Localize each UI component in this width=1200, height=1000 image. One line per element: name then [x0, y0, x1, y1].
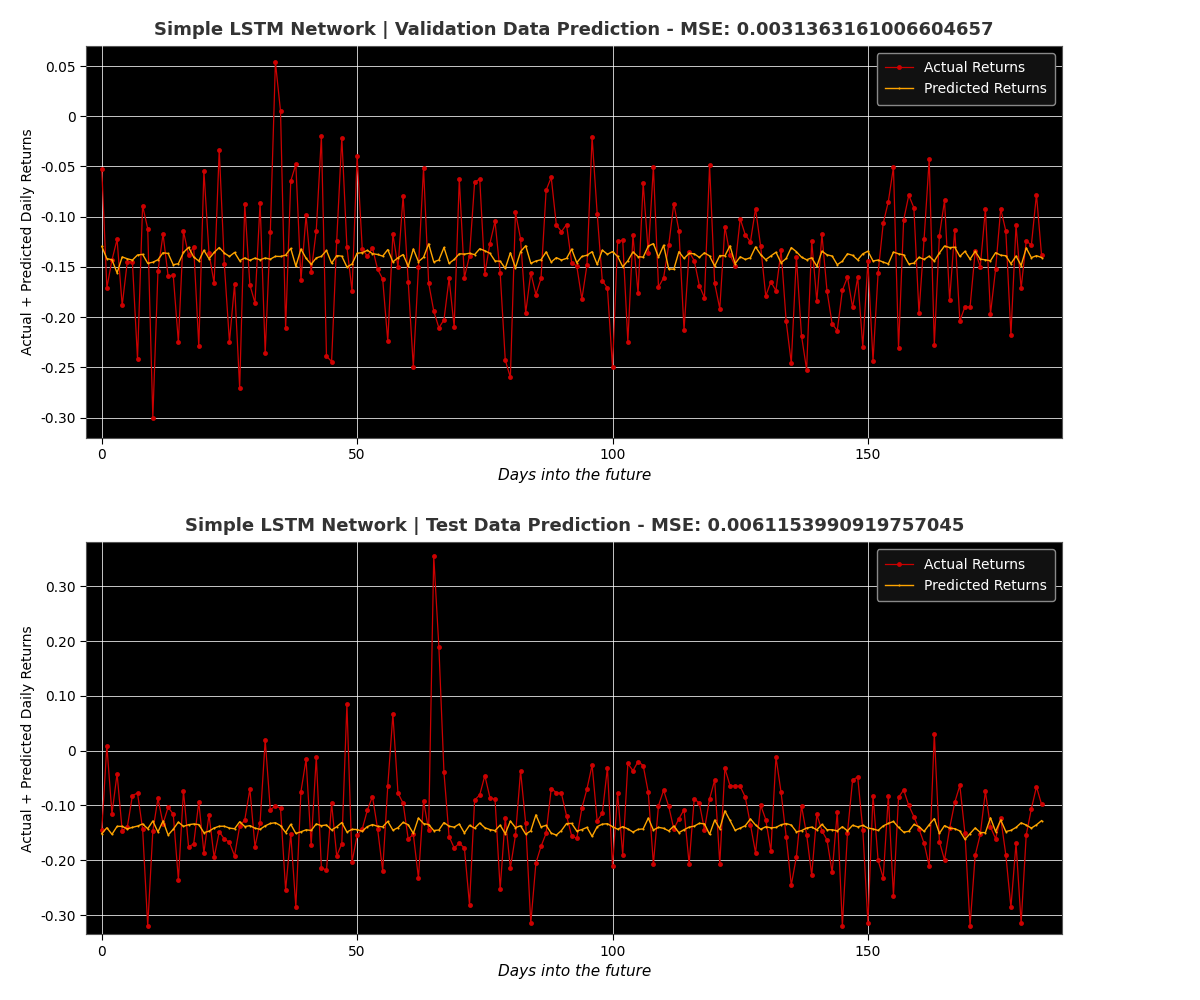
- Predicted Returns: [738, 820, 752, 832]
- Actual Returns: [95, 163, 109, 175]
- Predicted Returns: [95, 828, 109, 840]
- Title: Simple LSTM Network | Validation Data Prediction - MSE: 0.0031363161006604657: Simple LSTM Network | Validation Data Pr…: [155, 21, 994, 39]
- Line: Predicted Returns: Predicted Returns: [101, 810, 1043, 840]
- Predicted Returns: [718, 805, 732, 817]
- Predicted Returns: [493, 255, 508, 267]
- Actual Returns: [310, 225, 324, 237]
- Predicted Returns: [110, 267, 125, 279]
- Legend: Actual Returns, Predicted Returns: Actual Returns, Predicted Returns: [877, 53, 1055, 104]
- X-axis label: Days into the future: Days into the future: [498, 468, 650, 483]
- Actual Returns: [304, 266, 318, 278]
- Actual Returns: [881, 196, 895, 208]
- Actual Returns: [247, 297, 262, 309]
- Predicted Returns: [488, 825, 503, 837]
- Actual Returns: [743, 236, 757, 248]
- Actual Returns: [1034, 249, 1049, 261]
- Actual Returns: [247, 841, 262, 853]
- Actual Returns: [145, 412, 160, 424]
- Y-axis label: Actual + Predicted Daily Returns: Actual + Predicted Daily Returns: [20, 128, 35, 355]
- Actual Returns: [95, 824, 109, 836]
- Predicted Returns: [743, 252, 757, 264]
- Predicted Returns: [881, 258, 895, 270]
- Actual Returns: [299, 753, 313, 765]
- Actual Returns: [743, 819, 757, 831]
- Line: Predicted Returns: Predicted Returns: [101, 243, 1043, 274]
- Predicted Returns: [299, 824, 313, 836]
- Predicted Returns: [294, 826, 308, 838]
- Predicted Returns: [646, 238, 660, 250]
- Predicted Returns: [242, 820, 257, 832]
- Predicted Returns: [299, 252, 313, 264]
- Actual Returns: [304, 839, 318, 851]
- Actual Returns: [498, 812, 512, 824]
- Line: Actual Returns: Actual Returns: [100, 554, 1044, 928]
- Legend: Actual Returns, Predicted Returns: Actual Returns, Predicted Returns: [877, 549, 1055, 601]
- X-axis label: Days into the future: Days into the future: [498, 964, 650, 979]
- Predicted Returns: [1034, 815, 1049, 827]
- Y-axis label: Actual + Predicted Daily Returns: Actual + Predicted Daily Returns: [20, 625, 35, 852]
- Predicted Returns: [247, 252, 262, 264]
- Actual Returns: [498, 354, 512, 366]
- Actual Returns: [881, 790, 895, 802]
- Title: Simple LSTM Network | Test Data Prediction - MSE: 0.0061153990919757045: Simple LSTM Network | Test Data Predicti…: [185, 517, 964, 535]
- Actual Returns: [140, 920, 155, 932]
- Predicted Returns: [95, 240, 109, 252]
- Predicted Returns: [958, 833, 972, 845]
- Predicted Returns: [876, 820, 890, 832]
- Predicted Returns: [304, 258, 318, 270]
- Line: Actual Returns: Actual Returns: [100, 60, 1044, 420]
- Actual Returns: [269, 56, 283, 68]
- Actual Returns: [1034, 798, 1049, 810]
- Predicted Returns: [1034, 252, 1049, 264]
- Actual Returns: [426, 550, 440, 562]
